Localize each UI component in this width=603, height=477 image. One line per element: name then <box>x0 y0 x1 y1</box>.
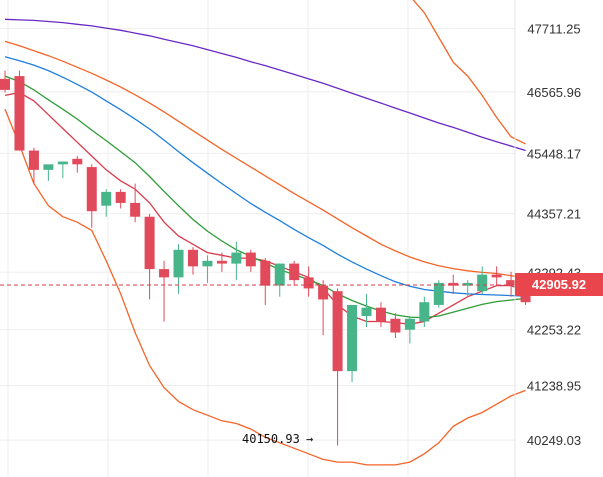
candle-body <box>202 260 213 267</box>
price-axis: 47711.2546565.9645448.1744357.2143292.43… <box>527 22 581 449</box>
candle-body <box>187 249 198 267</box>
candle-body <box>332 291 343 372</box>
candle-body <box>144 216 155 270</box>
candle-body <box>347 304 358 372</box>
candle-body <box>404 318 415 330</box>
candle-body <box>491 274 502 278</box>
indicator-lines <box>4 0 526 466</box>
candle-body <box>390 318 401 333</box>
candle-body <box>274 263 285 286</box>
chart-grid <box>0 0 515 477</box>
candle-body <box>375 307 386 322</box>
candle-body <box>462 282 473 286</box>
candle-body <box>57 161 68 165</box>
y-tick-label: 40249.03 <box>527 433 581 448</box>
y-tick-label: 41238.95 <box>527 379 581 394</box>
candle-body <box>130 202 141 217</box>
candle-body <box>101 191 112 206</box>
candle-body <box>231 252 242 264</box>
y-tick-label: 45448.17 <box>527 146 581 161</box>
candles <box>0 70 531 446</box>
candle-body <box>433 282 444 305</box>
y-tick-label: 42253.22 <box>527 323 581 338</box>
candle-body <box>289 263 300 281</box>
candle-body <box>86 167 97 212</box>
candle-body <box>72 158 83 165</box>
candle-body <box>506 280 517 286</box>
candle-body <box>245 252 256 267</box>
candle-body <box>173 249 184 278</box>
candle-body <box>361 307 372 316</box>
current-price-tag: 42905.92 <box>515 273 603 296</box>
candle-body <box>318 285 329 300</box>
candle-body <box>260 260 271 286</box>
candle-body <box>477 274 488 292</box>
candle-body <box>115 191 126 203</box>
candle-body <box>28 150 39 170</box>
y-tick-label: 46565.96 <box>527 85 581 100</box>
indicator-line <box>4 108 526 466</box>
current-price-label: 42905.92 <box>532 277 586 292</box>
candle-body <box>303 277 314 289</box>
y-tick-label: 44357.21 <box>527 207 581 222</box>
candle-body <box>14 76 25 151</box>
y-tick-label: 47711.25 <box>527 22 580 37</box>
indicator-line <box>412 0 526 145</box>
low-price-arrow-icon: → <box>306 432 313 446</box>
indicator-line <box>4 18 526 152</box>
candle-body <box>419 302 430 322</box>
candle-body <box>216 260 227 264</box>
candle-body <box>520 291 531 303</box>
candle-body <box>448 282 459 286</box>
indicator-line <box>4 40 526 279</box>
low-price-annotation: 40150.93 <box>242 432 300 446</box>
candle-body <box>0 78 10 90</box>
candle-body <box>43 164 54 170</box>
candle-body <box>159 269 170 278</box>
